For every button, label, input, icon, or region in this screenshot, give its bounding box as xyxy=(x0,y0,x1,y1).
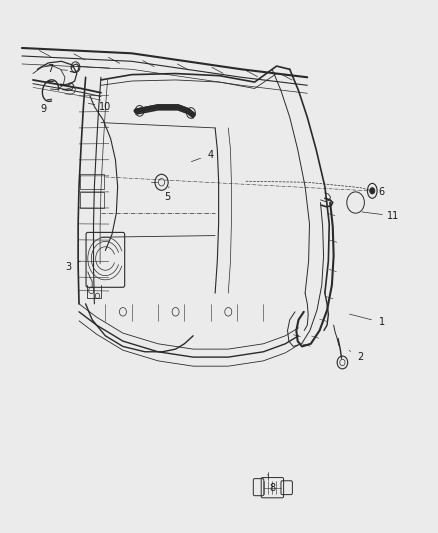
Text: 1: 1 xyxy=(378,318,384,327)
Text: 7: 7 xyxy=(47,64,53,74)
Text: 9: 9 xyxy=(41,104,47,114)
Text: 2: 2 xyxy=(356,352,362,362)
Text: 4: 4 xyxy=(207,150,213,159)
Text: 3: 3 xyxy=(65,262,71,271)
Bar xyxy=(80,174,104,189)
Circle shape xyxy=(369,188,374,194)
Text: 11: 11 xyxy=(386,211,398,221)
Text: 10: 10 xyxy=(99,102,111,111)
Text: 6: 6 xyxy=(378,187,384,197)
Text: 8: 8 xyxy=(268,483,275,492)
Bar xyxy=(80,192,104,208)
Text: 5: 5 xyxy=(163,192,170,202)
